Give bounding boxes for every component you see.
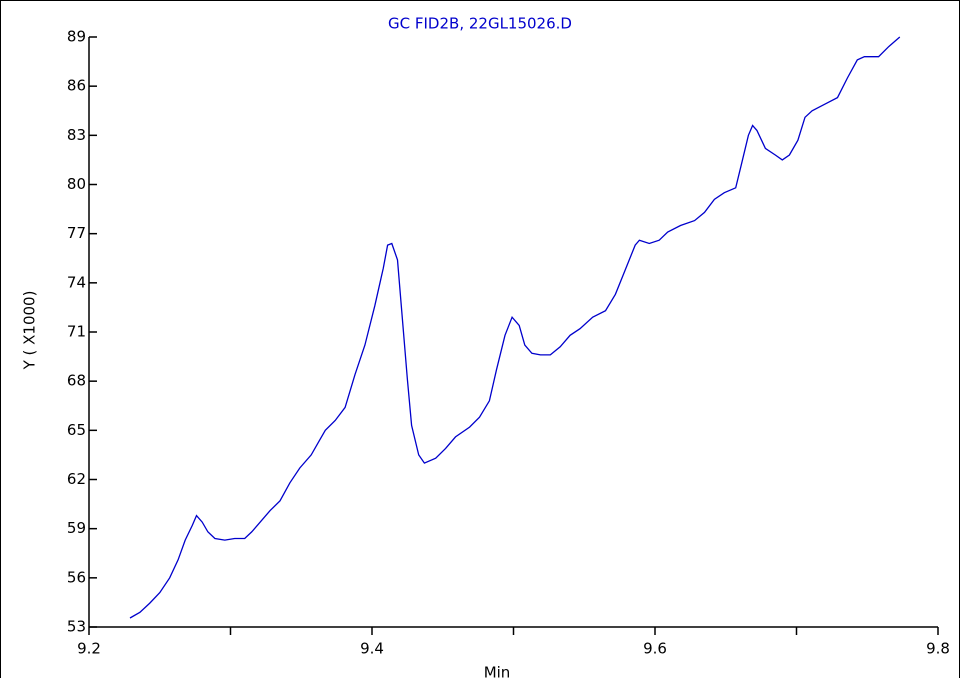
x-tick-label: 9.2 [77,640,101,658]
y-tick-label: 83 [67,126,86,144]
y-tick-label: 68 [67,372,86,390]
y-axis-label: Y ( X1000) [21,291,39,371]
y-tick-label: 71 [67,323,86,341]
x-tick-label: 9.6 [643,640,667,658]
y-tick-label: 89 [67,28,86,46]
data-line [129,36,901,619]
y-tick-label: 86 [67,77,86,95]
x-tick-label: 9.4 [360,640,384,658]
y-tick-label: 80 [67,175,86,193]
y-tick-label: 56 [67,568,86,586]
y-tick-label: 65 [67,421,86,439]
y-tick-label: 62 [67,470,86,488]
x-tick-label: 9.8 [926,640,950,658]
y-tick-label: 59 [67,519,86,537]
y-tick-label: 53 [67,618,86,636]
x-axis-label: Min [484,664,511,678]
y-tick-label: 74 [67,273,86,291]
chart-title: GC FID2B, 22GL15026.D [388,15,572,33]
y-tick-label: 77 [67,224,86,242]
